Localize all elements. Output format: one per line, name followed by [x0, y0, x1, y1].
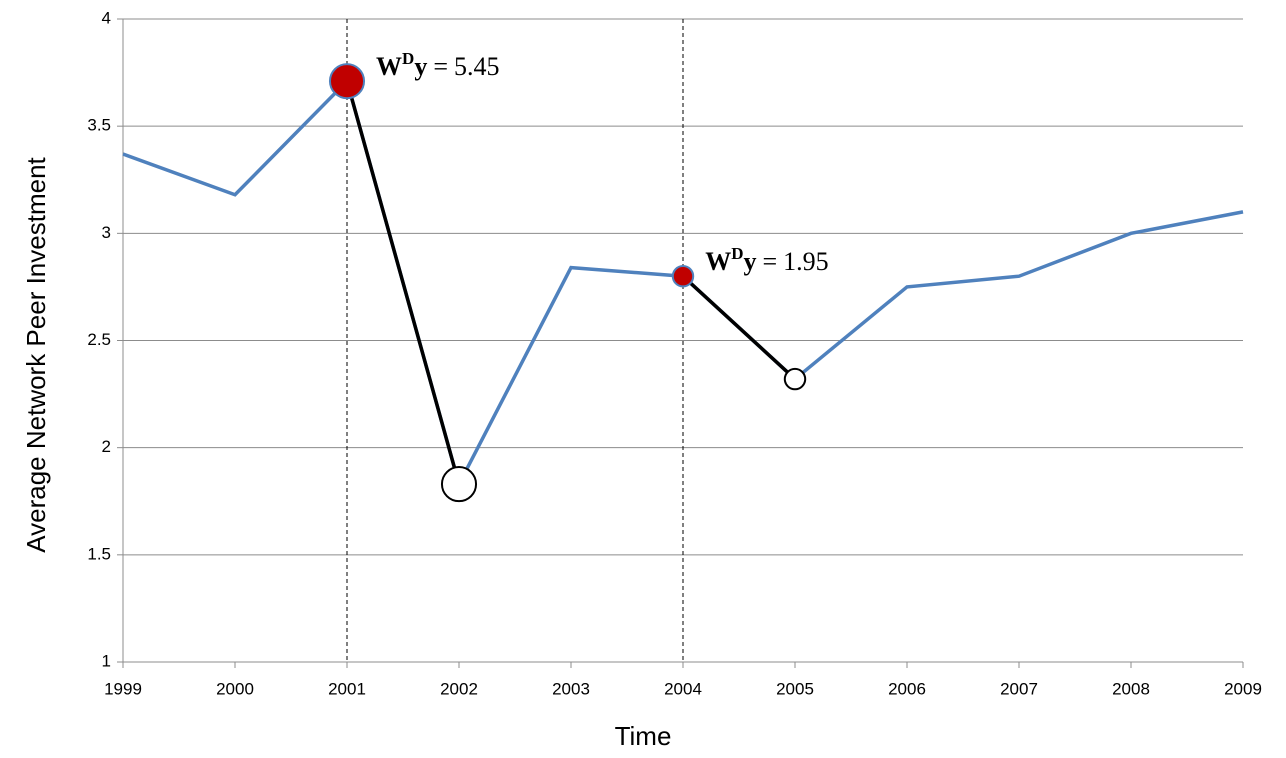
- y-tick-label: 3: [102, 223, 111, 242]
- y-tick-label: 1: [102, 651, 111, 670]
- annotation-part: 1.95: [783, 247, 829, 276]
- y-tick-label: 2: [102, 437, 111, 456]
- y-axis-label: Average Network Peer Investment: [21, 156, 51, 552]
- annotation-part: D: [731, 244, 743, 263]
- shock-segment: [681, 274, 797, 381]
- annotation-part: W: [376, 52, 402, 81]
- response-marker: [783, 367, 807, 391]
- x-tick-label: 2004: [664, 679, 702, 698]
- x-tick-label: 2000: [216, 679, 254, 698]
- x-tick-label: 2007: [1000, 679, 1038, 698]
- response-marker: [440, 466, 478, 503]
- annotation-part: W: [705, 247, 731, 276]
- shock-marker: [671, 265, 695, 288]
- x-tick-label: 1999: [104, 679, 142, 698]
- shock-marker: [328, 63, 366, 100]
- shock-segment: [345, 80, 461, 485]
- x-axis-label: Time: [615, 721, 672, 751]
- y-tick-label: 1.5: [87, 544, 111, 563]
- annotation-part: =: [433, 52, 448, 81]
- annotation-part: =: [762, 247, 777, 276]
- annotation-part: 5.45: [454, 52, 500, 81]
- x-tick-label: 2005: [776, 679, 814, 698]
- annotation-part: D: [402, 49, 414, 68]
- y-tick-label: 2.5: [87, 330, 111, 349]
- shock-annotation: WDy = 1.95: [705, 244, 828, 276]
- x-tick-label: 2006: [888, 679, 926, 698]
- x-tick-label: 2003: [552, 679, 590, 698]
- y-tick-label: 3.5: [87, 116, 111, 135]
- shock-annotation: WDy = 5.45: [376, 49, 499, 81]
- x-tick-label: 2008: [1112, 679, 1150, 698]
- annotation-part: y: [743, 247, 756, 276]
- x-tick-label: 2002: [440, 679, 478, 698]
- x-tick-label: 2009: [1224, 679, 1262, 698]
- annotation-part: y: [414, 52, 427, 81]
- y-tick-label: 4: [102, 8, 111, 27]
- x-tick-label: 2001: [328, 679, 366, 698]
